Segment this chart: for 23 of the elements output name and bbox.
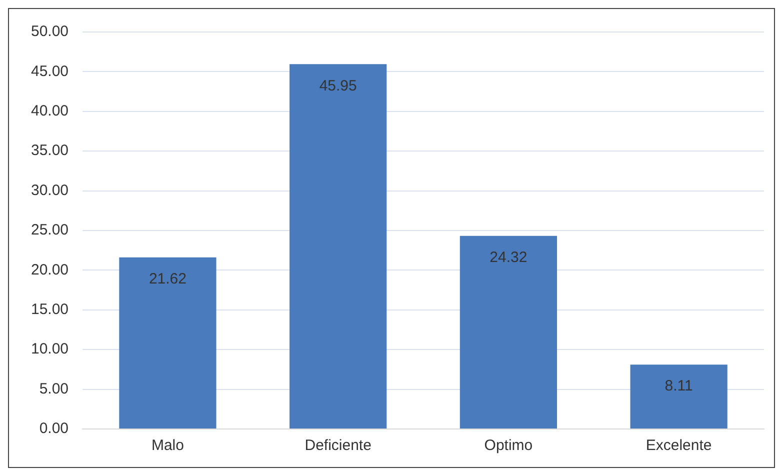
bar bbox=[290, 64, 387, 428]
bar bbox=[119, 257, 216, 428]
y-tick-label: 50.00 bbox=[30, 23, 69, 40]
y-tick-label: 5.00 bbox=[39, 380, 69, 398]
y-tick-label: 30.00 bbox=[30, 182, 69, 199]
x-tick-label: Deficiente bbox=[304, 437, 372, 454]
y-tick-label: 15.00 bbox=[30, 301, 69, 318]
y-tick-label: 0.00 bbox=[39, 420, 69, 438]
data-label: 45.95 bbox=[319, 77, 357, 94]
bar bbox=[630, 364, 728, 428]
x-tick-label: Optimo bbox=[484, 437, 533, 454]
y-tick-label: 20.00 bbox=[30, 261, 69, 278]
data-label: 8.11 bbox=[664, 378, 693, 395]
data-label: 21.62 bbox=[148, 270, 186, 288]
x-tick-label: Malo bbox=[151, 437, 184, 454]
bar bbox=[460, 236, 558, 428]
y-tick-label: 25.00 bbox=[30, 222, 69, 239]
data-label: 24.32 bbox=[490, 249, 528, 266]
y-tick-label: 35.00 bbox=[30, 142, 69, 160]
y-tick-label: 45.00 bbox=[30, 62, 69, 80]
y-tick-label: 40.00 bbox=[30, 102, 69, 120]
y-tick-label: 10.00 bbox=[30, 340, 69, 358]
x-tick-label: Excelente bbox=[646, 437, 712, 454]
